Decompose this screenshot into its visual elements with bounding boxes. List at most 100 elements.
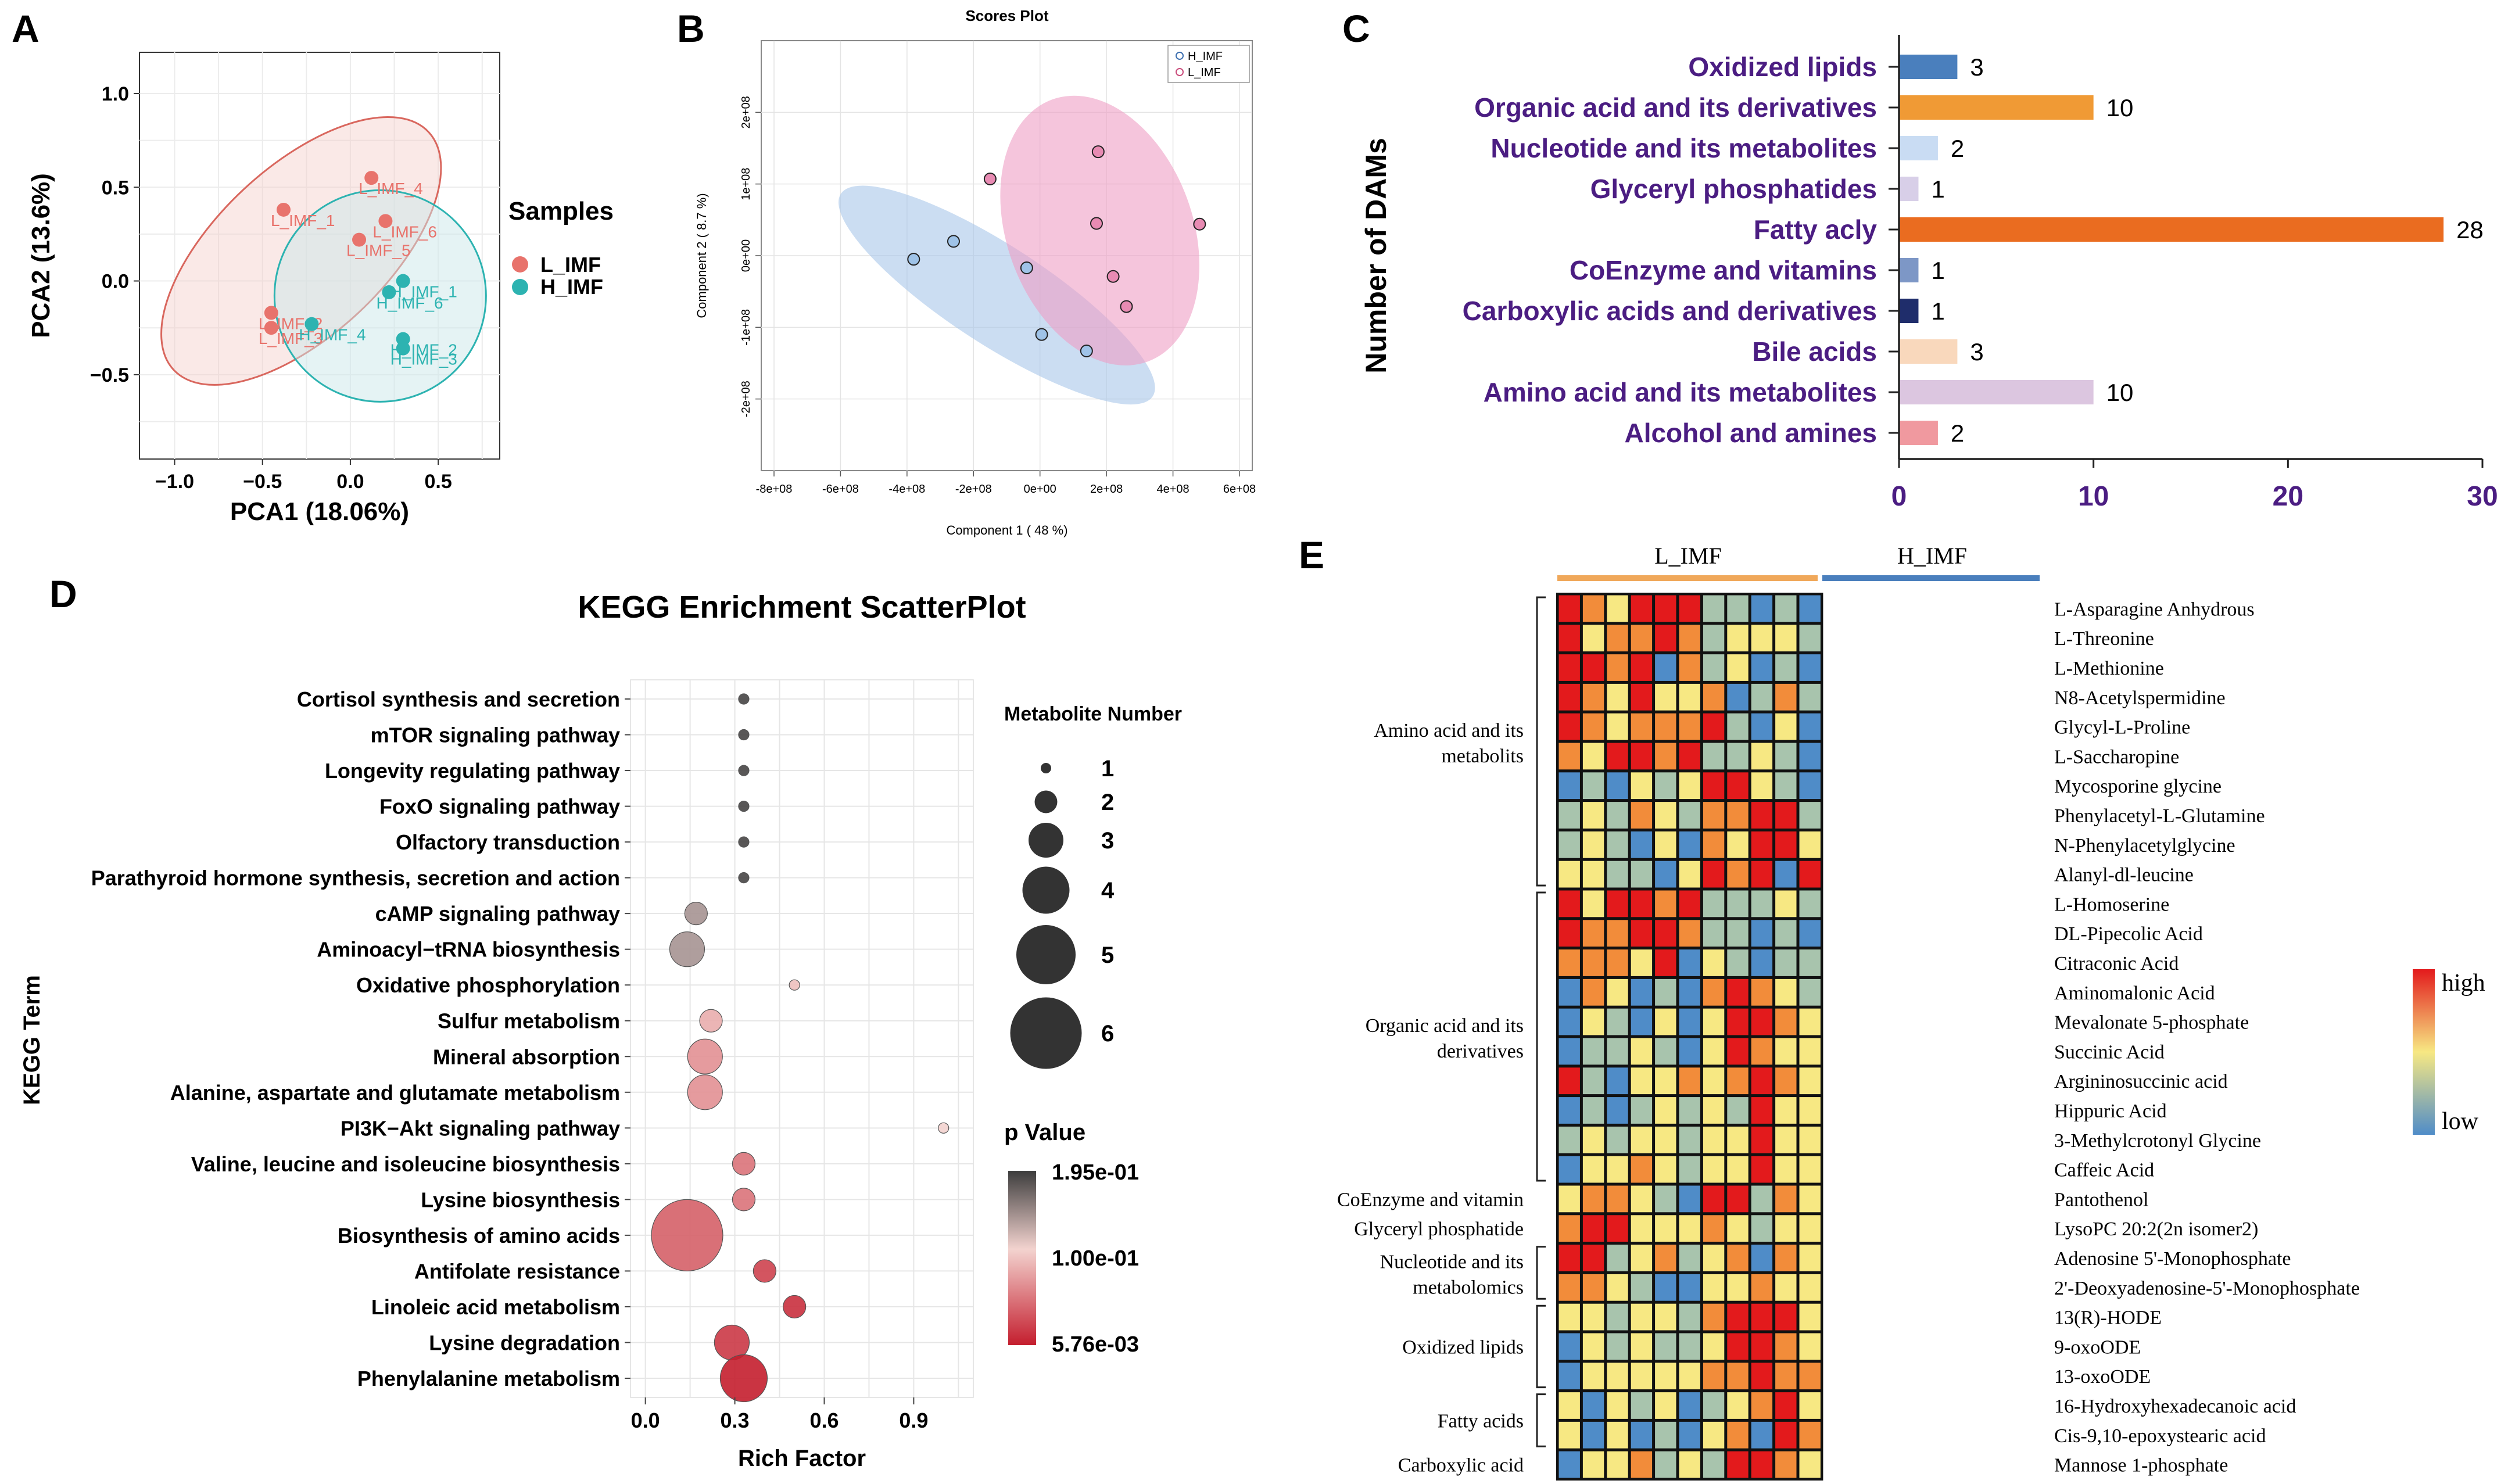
heatmap-row-label: DL-Pipecolic Acid — [2054, 923, 2203, 945]
heatmap-cell — [1703, 802, 1725, 829]
heatmap-group-bracket — [1536, 891, 1546, 1182]
kegg-size-legend-circle — [1010, 997, 1082, 1069]
heatmap-cell — [1631, 949, 1653, 976]
heatmap-cell — [1727, 1067, 1749, 1095]
pca-point-label: L_IMF_3 — [259, 329, 323, 347]
heatmap-cell — [1679, 683, 1700, 711]
heatmap-cell — [1775, 625, 1797, 652]
heatmap-group-label: CoEnzyme and vitamin — [1337, 1189, 1524, 1210]
heatmap-cell — [1558, 861, 1580, 888]
kegg-title: KEGG Enrichment ScatterPlot — [578, 590, 1026, 625]
heatmap-cell — [1751, 1038, 1773, 1065]
heatmap-group-bracket — [1536, 596, 1546, 887]
heatmap-cell — [1703, 772, 1725, 800]
heatmap-legend-high: high — [2442, 970, 2485, 996]
heatmap-cell — [1582, 978, 1604, 1006]
heatmap-cell — [1799, 1392, 1821, 1419]
dam-bar-value: 10 — [2106, 379, 2134, 406]
kegg-point — [738, 872, 750, 884]
scores-point — [1120, 300, 1133, 313]
heatmap-cell — [1751, 1274, 1773, 1301]
dam-x-tick-label: 30 — [2467, 481, 2498, 512]
heatmap-row-label: L-Saccharopine — [2054, 746, 2179, 768]
heatmap-cell — [1775, 1067, 1797, 1095]
heatmap-cell — [1607, 1097, 1628, 1124]
heatmap-cell — [1751, 713, 1773, 740]
heatmap-cell — [1607, 654, 1628, 681]
heatmap-cell — [1775, 743, 1797, 770]
heatmap-row-label: 9-oxoODE — [2054, 1336, 2141, 1358]
pca-point — [396, 274, 410, 288]
heatmap-cell — [1799, 1185, 1821, 1213]
scores-legend-marker-l-imf — [1176, 68, 1184, 76]
heatmap-cell — [1727, 1215, 1749, 1242]
dam-bar — [1899, 339, 1958, 364]
heatmap-cell — [1679, 772, 1700, 800]
heatmap-row-label: Cis-9,10-epoxystearic acid — [2054, 1425, 2266, 1447]
scores-x-tick-label: -6e+08 — [822, 483, 859, 496]
heatmap-cell — [1799, 743, 1821, 770]
dam-category-label: CoEnzyme and vitamins — [1570, 255, 1877, 285]
pca-legend-marker-l-imf — [512, 256, 528, 273]
heatmap-cell — [1558, 1363, 1580, 1390]
scores-point — [1080, 345, 1093, 358]
heatmap-cell — [1607, 1363, 1628, 1390]
heatmap-cell — [1679, 1303, 1700, 1331]
heatmap-cell — [1631, 1038, 1653, 1065]
scores-legend-box — [1167, 45, 1250, 83]
heatmap-cell — [1607, 890, 1628, 917]
kegg-term-label: Alanine, aspartate and glutamate metabol… — [170, 1081, 620, 1105]
heatmap-cell — [1727, 920, 1749, 947]
heatmap-row-label: LysoPC 20:2(2n isomer2) — [2054, 1218, 2258, 1240]
heatmap-cell — [1655, 949, 1676, 976]
heatmap-cell — [1631, 1363, 1653, 1390]
heatmap-cell — [1679, 1333, 1700, 1360]
heatmap-cell — [1558, 802, 1580, 829]
kegg-term-label: mTOR signaling pathway — [371, 723, 620, 747]
dam-category-label: Alcohol and amines — [1624, 418, 1877, 448]
dam-category-label: Fatty acly — [1754, 214, 1878, 245]
panel-b-scores-plot: B Scores Plot -8e+08 -6e+08 -4e+08 -2e+08 0e… — [677, 7, 1256, 537]
kegg-size-legend-label: 5 — [1101, 942, 1114, 968]
heatmap-cell — [1607, 1215, 1628, 1242]
heatmap-cell — [1655, 920, 1676, 947]
heatmap-cell — [1631, 1156, 1653, 1183]
heatmap-cell — [1679, 654, 1700, 681]
heatmap-cell — [1582, 654, 1604, 681]
heatmap-cell — [1607, 1303, 1628, 1331]
dam-x-tick-label: 20 — [2273, 481, 2303, 512]
heatmap-cell — [1679, 1392, 1700, 1419]
heatmap-cell — [1799, 831, 1821, 858]
heatmap-cell — [1799, 654, 1821, 681]
kegg-point — [687, 1038, 723, 1074]
heatmap-cell — [1799, 1126, 1821, 1153]
heatmap-cell — [1558, 1333, 1580, 1360]
heatmap-group-label: Carboxylic acid — [1398, 1455, 1524, 1476]
heatmap-cell — [1582, 920, 1604, 947]
heatmap-cell — [1775, 978, 1797, 1006]
heatmap-group-bar-h-imf — [1822, 575, 2040, 581]
heatmap-cell — [1631, 802, 1653, 829]
heatmap-cell — [1799, 1038, 1821, 1065]
pca-y-tick-label: −0.5 — [90, 364, 129, 386]
pca-point-label: L_IMF_6 — [372, 223, 437, 241]
heatmap-cell — [1751, 802, 1773, 829]
heatmap-cell — [1655, 890, 1676, 917]
heatmap-cell — [1558, 1421, 1580, 1449]
heatmap-cell — [1679, 1363, 1700, 1390]
heatmap-cell — [1582, 1067, 1604, 1095]
heatmap-cell — [1631, 831, 1653, 858]
heatmap-cell — [1727, 1363, 1749, 1390]
heatmap-cell — [1607, 861, 1628, 888]
heatmap-cell — [1751, 1451, 1773, 1478]
heatmap-cell — [1631, 1421, 1653, 1449]
heatmap-cell — [1558, 978, 1580, 1006]
dam-bar — [1899, 55, 1958, 79]
scores-point — [1020, 261, 1033, 274]
pca-y-axis-label: PCA2 (13.6%) — [27, 173, 55, 338]
kegg-term-label: Cortisol synthesis and secretion — [297, 687, 620, 711]
heatmap-cell — [1703, 1126, 1725, 1153]
heatmap-row-label: Caffeic Acid — [2054, 1160, 2154, 1181]
heatmap-cell — [1655, 713, 1676, 740]
scores-point — [907, 253, 920, 266]
